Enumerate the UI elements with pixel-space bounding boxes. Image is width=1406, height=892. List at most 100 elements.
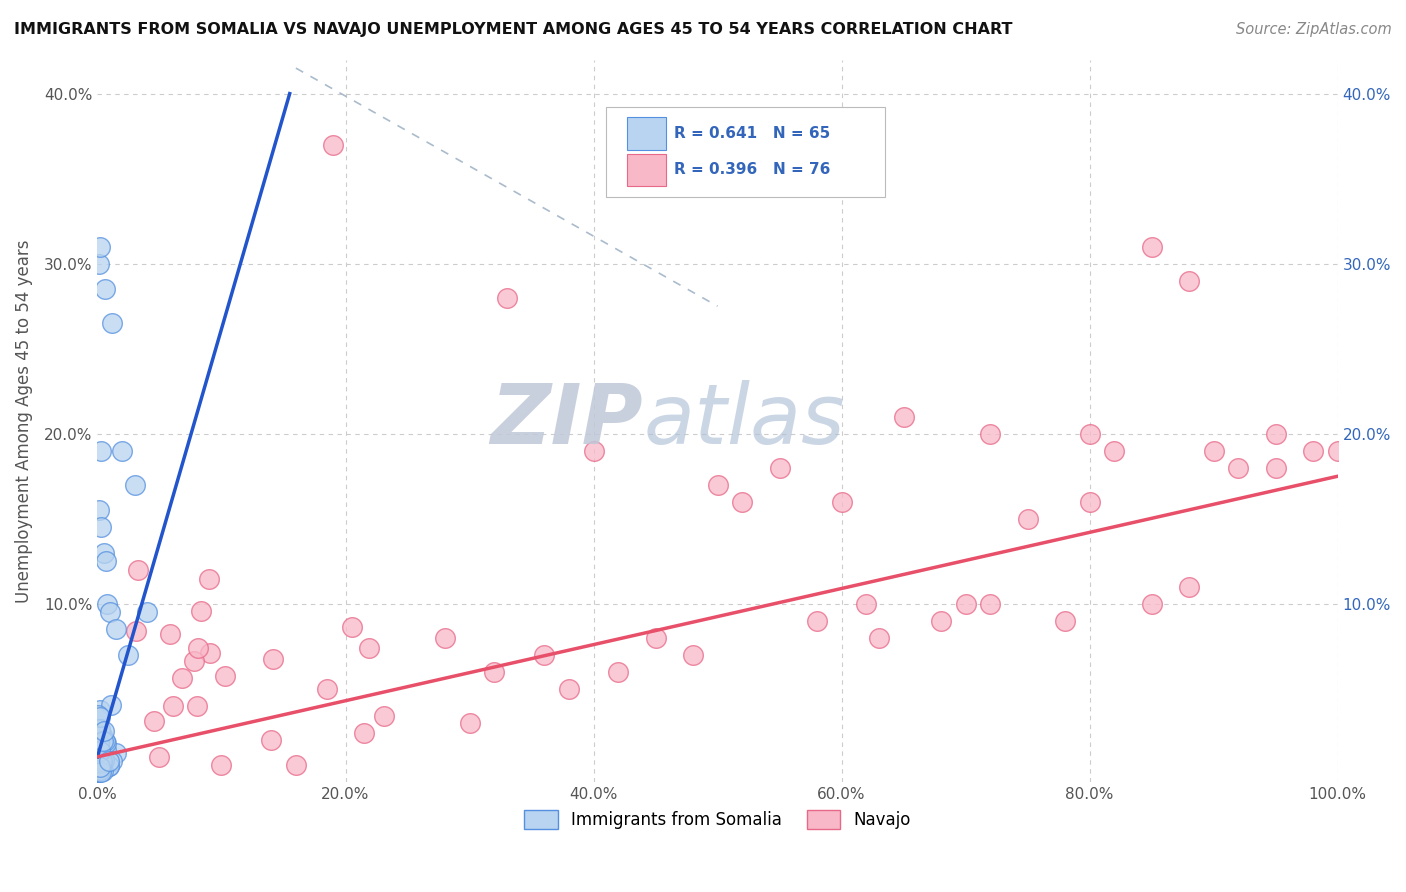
Point <box>93 756 115 770</box>
Point <box>1140 240 1163 254</box>
Point <box>94 282 117 296</box>
Point <box>93 546 115 560</box>
Point <box>162 698 184 713</box>
Text: R = 0.396   N = 76: R = 0.396 N = 76 <box>673 162 831 178</box>
Point <box>89 703 111 717</box>
Point <box>91 734 114 748</box>
Point <box>89 765 111 780</box>
FancyBboxPatch shape <box>606 106 884 197</box>
Point <box>101 754 124 768</box>
Point <box>90 754 112 768</box>
Point <box>89 240 111 254</box>
Point <box>87 765 110 780</box>
Point <box>262 652 284 666</box>
Point <box>96 736 118 750</box>
Point <box>533 648 555 662</box>
Legend: Immigrants from Somalia, Navajo: Immigrants from Somalia, Navajo <box>517 803 918 836</box>
Point <box>198 646 221 660</box>
Point <box>89 752 111 766</box>
Point <box>111 443 134 458</box>
Point <box>90 759 112 773</box>
Point <box>955 597 977 611</box>
Point <box>87 257 110 271</box>
Point <box>124 624 146 638</box>
Point <box>484 665 506 679</box>
Point <box>148 749 170 764</box>
Point <box>87 763 110 777</box>
Point <box>706 477 728 491</box>
Point <box>143 714 166 729</box>
FancyBboxPatch shape <box>627 118 666 150</box>
Point <box>1078 495 1101 509</box>
Point <box>495 291 517 305</box>
Point <box>831 495 853 509</box>
Text: atlas: atlas <box>643 381 845 461</box>
Point <box>731 495 754 509</box>
Point <box>1178 580 1201 594</box>
Point <box>187 641 209 656</box>
Y-axis label: Unemployment Among Ages 45 to 54 years: Unemployment Among Ages 45 to 54 years <box>15 239 32 603</box>
Point <box>1140 597 1163 611</box>
Point <box>353 726 375 740</box>
Point <box>89 710 111 724</box>
Point <box>87 754 110 768</box>
Point <box>98 605 121 619</box>
Point <box>101 316 124 330</box>
Point <box>136 605 159 619</box>
Point <box>90 764 112 778</box>
Text: IMMIGRANTS FROM SOMALIA VS NAVAJO UNEMPLOYMENT AMONG AGES 45 TO 54 YEARS CORRELA: IMMIGRANTS FROM SOMALIA VS NAVAJO UNEMPL… <box>14 22 1012 37</box>
Point <box>558 681 581 696</box>
FancyBboxPatch shape <box>627 153 666 186</box>
Point <box>87 743 110 757</box>
Point <box>96 597 118 611</box>
Point <box>183 654 205 668</box>
Point <box>359 641 381 656</box>
Point <box>1326 443 1348 458</box>
Text: ZIP: ZIP <box>491 381 643 461</box>
Point <box>644 631 666 645</box>
Point <box>98 754 121 768</box>
Point <box>117 648 139 662</box>
Point <box>87 736 110 750</box>
Point <box>1264 460 1286 475</box>
Point <box>91 752 114 766</box>
Point <box>93 724 115 739</box>
Point <box>127 563 149 577</box>
Point <box>284 758 307 772</box>
Point <box>87 503 110 517</box>
Point <box>89 763 111 777</box>
Point <box>90 752 112 766</box>
Point <box>1017 512 1039 526</box>
Point <box>172 671 194 685</box>
Point <box>1104 443 1126 458</box>
Point <box>1178 274 1201 288</box>
Point <box>979 597 1001 611</box>
Point <box>582 443 605 458</box>
Point <box>342 620 364 634</box>
Point <box>90 443 112 458</box>
Point <box>682 648 704 662</box>
Point <box>458 715 481 730</box>
Point <box>94 739 117 754</box>
Point <box>190 603 212 617</box>
Point <box>93 753 115 767</box>
Point <box>89 756 111 770</box>
Point <box>105 747 128 761</box>
Point <box>87 748 110 763</box>
Point <box>260 732 283 747</box>
Point <box>105 622 128 636</box>
Point <box>893 409 915 424</box>
Point <box>100 698 122 713</box>
Point <box>806 614 828 628</box>
Point <box>1264 426 1286 441</box>
Point <box>89 765 111 780</box>
Point <box>979 426 1001 441</box>
Point <box>98 759 121 773</box>
Point <box>1302 443 1324 458</box>
Point <box>929 614 952 628</box>
Point <box>373 708 395 723</box>
Point <box>90 741 112 756</box>
Point <box>94 742 117 756</box>
Point <box>90 756 112 770</box>
Point <box>211 758 233 772</box>
